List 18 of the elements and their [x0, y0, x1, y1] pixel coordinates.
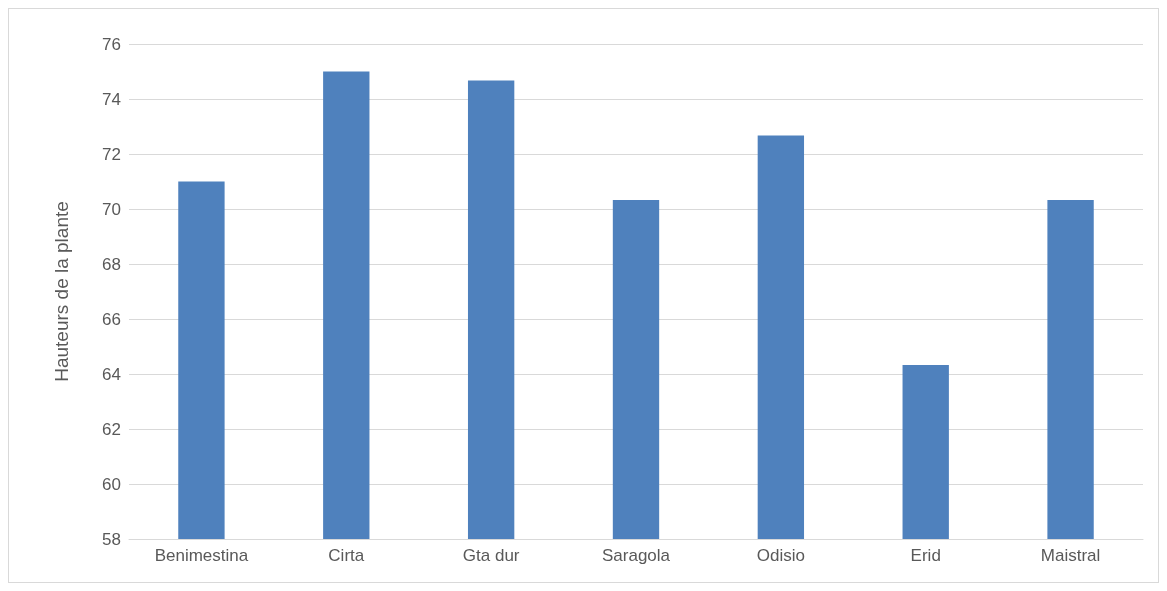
y-tick-label: 64 — [102, 364, 121, 384]
y-tick-label: 62 — [102, 419, 121, 439]
y-tick-label: 58 — [102, 529, 121, 549]
y-tick-label: 76 — [102, 34, 121, 54]
x-tick-label: Gta dur — [462, 546, 520, 565]
y-tick-label: 60 — [102, 474, 121, 494]
y-tick-label: 68 — [102, 254, 121, 274]
y-tick-label: 70 — [102, 199, 121, 219]
x-tick-label: Benimestina — [154, 546, 249, 565]
x-tick-label: Odisio — [756, 546, 805, 565]
y-tick-label: 66 — [102, 309, 121, 329]
x-tick-label: Cirta — [328, 546, 365, 565]
x-tick-label: Saragola — [601, 546, 671, 565]
y-axis-title: Hauteurs de la plante — [51, 201, 72, 382]
y-tick-label: 74 — [102, 89, 121, 109]
x-tick-label: Maistral — [1040, 546, 1101, 565]
y-tick-label: 72 — [102, 144, 121, 164]
x-tick-label: Erid — [910, 546, 941, 565]
